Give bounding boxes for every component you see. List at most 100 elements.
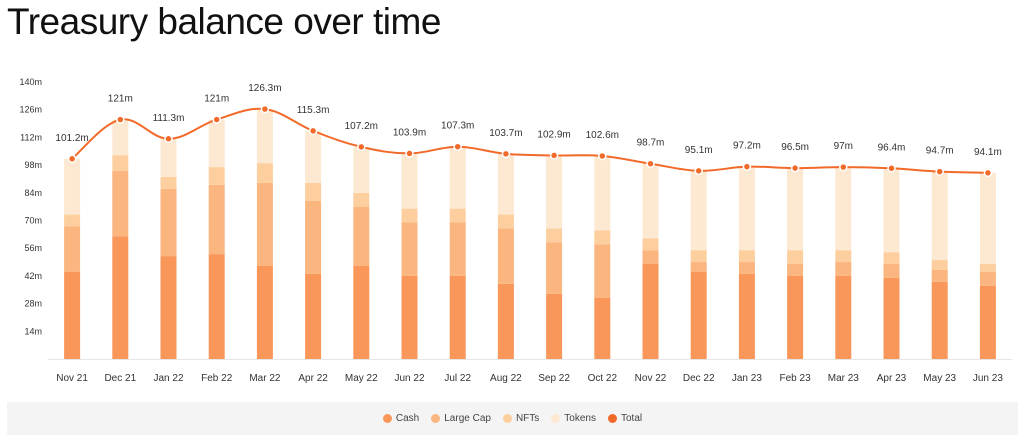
total-point[interactable] bbox=[308, 126, 318, 136]
total-point[interactable] bbox=[212, 115, 221, 124]
bar-segment-cash[interactable] bbox=[160, 256, 177, 359]
bar-segment-cash[interactable] bbox=[642, 264, 659, 359]
bar-segment-large-cap[interactable] bbox=[931, 269, 948, 282]
bar-segment-large-cap[interactable] bbox=[979, 271, 996, 286]
bar-segment-nfts[interactable] bbox=[353, 192, 370, 207]
legend-item-tokens[interactable]: Tokens bbox=[551, 413, 596, 424]
bar-segment-nfts[interactable] bbox=[979, 264, 996, 272]
total-point[interactable] bbox=[405, 149, 414, 158]
bar-segment-nfts[interactable] bbox=[449, 208, 466, 223]
total-point[interactable] bbox=[646, 159, 655, 168]
bar-segment-tokens[interactable] bbox=[160, 138, 177, 177]
bar-segment-tokens[interactable] bbox=[449, 146, 466, 209]
bar-segment-nfts[interactable] bbox=[64, 214, 81, 227]
bar-segment-nfts[interactable] bbox=[883, 252, 900, 265]
bar-segment-cash[interactable] bbox=[449, 275, 466, 359]
bar-segment-large-cap[interactable] bbox=[835, 262, 852, 276]
bar-segment-nfts[interactable] bbox=[305, 182, 322, 201]
bar-segment-tokens[interactable] bbox=[64, 158, 81, 215]
total-point[interactable] bbox=[116, 115, 125, 124]
bar-segment-tokens[interactable] bbox=[112, 119, 129, 156]
bar-segment-tokens[interactable] bbox=[353, 146, 370, 193]
bar-segment-large-cap[interactable] bbox=[594, 244, 611, 298]
bar-segment-cash[interactable] bbox=[594, 297, 611, 359]
bar-segment-large-cap[interactable] bbox=[787, 264, 804, 276]
bar-segment-tokens[interactable] bbox=[690, 170, 707, 251]
bar-segment-large-cap[interactable] bbox=[449, 222, 466, 276]
bar-segment-cash[interactable] bbox=[305, 273, 322, 359]
bar-segment-cash[interactable] bbox=[546, 293, 563, 359]
bar-segment-cash[interactable] bbox=[112, 236, 129, 359]
bar-segment-tokens[interactable] bbox=[208, 119, 225, 168]
bar-segment-large-cap[interactable] bbox=[256, 182, 273, 267]
total-point[interactable] bbox=[742, 162, 752, 171]
bar-segment-nfts[interactable] bbox=[738, 250, 755, 263]
bar-segment-tokens[interactable] bbox=[305, 130, 322, 183]
bar-segment-cash[interactable] bbox=[64, 271, 81, 359]
bar-segment-cash[interactable] bbox=[401, 275, 418, 359]
bar-segment-nfts[interactable] bbox=[208, 167, 225, 185]
total-point[interactable] bbox=[260, 104, 270, 114]
bar-segment-nfts[interactable] bbox=[690, 250, 707, 263]
bar-segment-cash[interactable] bbox=[738, 273, 755, 359]
bar-segment-tokens[interactable] bbox=[835, 167, 852, 251]
legend-item-total[interactable]: Total bbox=[607, 413, 642, 424]
legend-item-cash[interactable]: Cash bbox=[382, 413, 419, 424]
legend-item-large-cap[interactable]: Large Cap bbox=[431, 413, 491, 424]
bar-segment-cash[interactable] bbox=[353, 266, 370, 359]
total-point[interactable] bbox=[887, 164, 896, 173]
bar-segment-cash[interactable] bbox=[835, 275, 852, 359]
total-point[interactable] bbox=[598, 151, 607, 161]
bar-segment-tokens[interactable] bbox=[787, 168, 804, 251]
bar-segment-tokens[interactable] bbox=[642, 163, 659, 239]
bar-segment-nfts[interactable] bbox=[642, 238, 659, 251]
bar-segment-cash[interactable] bbox=[690, 271, 707, 359]
bar-segment-tokens[interactable] bbox=[401, 153, 418, 209]
bar-segment-nfts[interactable] bbox=[931, 260, 948, 270]
bar-segment-large-cap[interactable] bbox=[208, 184, 225, 255]
bar-segment-large-cap[interactable] bbox=[401, 222, 418, 276]
total-point[interactable] bbox=[357, 142, 366, 152]
bar-segment-cash[interactable] bbox=[931, 281, 948, 359]
total-point[interactable] bbox=[67, 154, 77, 164]
total-point[interactable] bbox=[164, 134, 173, 144]
bar-segment-tokens[interactable] bbox=[256, 109, 273, 164]
bar-segment-large-cap[interactable] bbox=[305, 200, 322, 274]
bar-segment-tokens[interactable] bbox=[931, 171, 948, 261]
bar-segment-nfts[interactable] bbox=[401, 208, 418, 223]
bar-segment-nfts[interactable] bbox=[497, 214, 514, 229]
bar-segment-cash[interactable] bbox=[497, 283, 514, 359]
bar-segment-large-cap[interactable] bbox=[883, 264, 900, 278]
total-point[interactable] bbox=[983, 168, 993, 178]
bar-segment-tokens[interactable] bbox=[497, 153, 514, 215]
total-point[interactable] bbox=[790, 163, 800, 173]
bar-segment-cash[interactable] bbox=[256, 266, 273, 359]
bar-segment-cash[interactable] bbox=[883, 277, 900, 359]
total-point[interactable] bbox=[549, 151, 559, 160]
bar-segment-tokens[interactable] bbox=[594, 155, 611, 231]
total-point[interactable] bbox=[935, 167, 944, 176]
total-point[interactable] bbox=[453, 142, 462, 151]
bar-segment-cash[interactable] bbox=[979, 285, 996, 359]
total-point[interactable] bbox=[501, 149, 511, 159]
bar-segment-nfts[interactable] bbox=[787, 250, 804, 265]
bar-segment-nfts[interactable] bbox=[256, 163, 273, 183]
bar-segment-large-cap[interactable] bbox=[112, 171, 129, 237]
bar-segment-nfts[interactable] bbox=[835, 250, 852, 263]
bar-segment-large-cap[interactable] bbox=[546, 242, 563, 294]
bar-segment-large-cap[interactable] bbox=[642, 250, 659, 265]
bar-segment-tokens[interactable] bbox=[546, 155, 563, 229]
bar-segment-cash[interactable] bbox=[787, 275, 804, 359]
legend-item-nfts[interactable]: NFTs bbox=[502, 413, 539, 424]
total-point[interactable] bbox=[839, 162, 848, 172]
bar-segment-large-cap[interactable] bbox=[738, 262, 755, 274]
bar-segment-large-cap[interactable] bbox=[353, 206, 370, 267]
bar-segment-large-cap[interactable] bbox=[690, 262, 707, 272]
bar-segment-large-cap[interactable] bbox=[160, 188, 177, 257]
bar-segment-nfts[interactable] bbox=[594, 230, 611, 245]
bar-segment-large-cap[interactable] bbox=[64, 226, 81, 272]
bar-segment-nfts[interactable] bbox=[160, 176, 177, 189]
total-point[interactable] bbox=[694, 166, 703, 176]
bar-segment-tokens[interactable] bbox=[883, 168, 900, 253]
bar-segment-tokens[interactable] bbox=[979, 172, 996, 265]
